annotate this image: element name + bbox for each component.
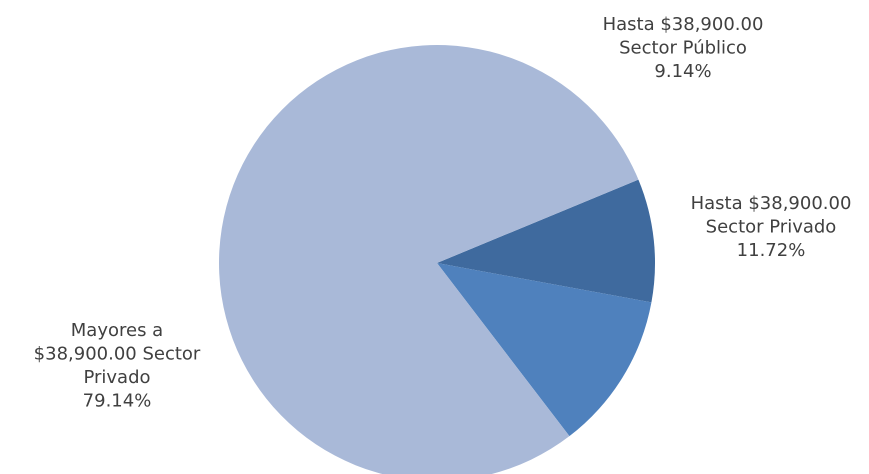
pie-slices bbox=[219, 44, 656, 474]
slice-label-2-line-2: Sector Privado bbox=[706, 217, 837, 238]
pie-slice-3 bbox=[219, 44, 639, 474]
pie-slice-1 bbox=[437, 179, 656, 303]
slice-label-3-line-4: 79.14% bbox=[83, 391, 152, 412]
pie-labels: Hasta $38,900.00 Sector Público 9.14%Hasta… bbox=[34, 14, 852, 412]
slice-label-2: Hasta $38,900.00 Sector Privado 11.72% bbox=[691, 193, 852, 261]
slice-label-3-line-2: $38,900.00 Sector bbox=[34, 344, 201, 365]
slice-label-1-line-3: 9.14% bbox=[654, 61, 711, 82]
slice-label-3-line-3: Privado bbox=[83, 367, 150, 388]
slice-label-3-line-1: Mayores a bbox=[71, 320, 163, 341]
slice-label-1-line-1: Hasta $38,900.00 bbox=[603, 14, 764, 35]
slice-label-2-line-3: 11.72% bbox=[737, 240, 806, 261]
slice-label-1: Hasta $38,900.00 Sector Público 9.14% bbox=[603, 14, 764, 82]
slice-label-1-line-2: Sector Público bbox=[619, 38, 747, 59]
slice-label-3: Mayores a $38,900.00 Sector Privado 79.14% bbox=[34, 320, 201, 412]
pie-slice-2 bbox=[437, 263, 652, 437]
slice-label-2-line-1: Hasta $38,900.00 bbox=[691, 193, 852, 214]
